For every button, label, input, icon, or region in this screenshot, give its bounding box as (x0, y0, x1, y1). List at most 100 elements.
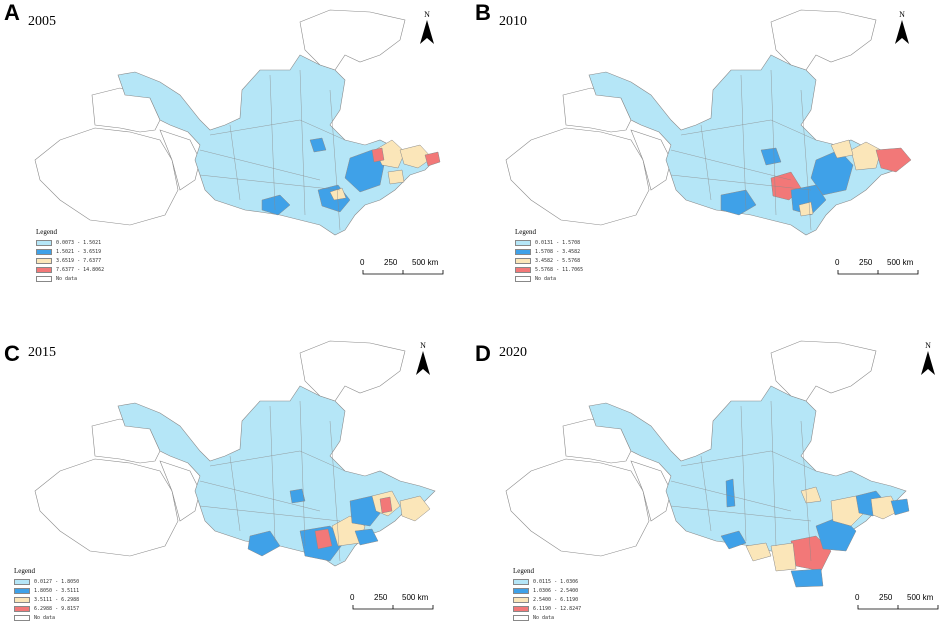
panel-label: C (4, 341, 20, 366)
no-data-region (630, 129, 672, 191)
legend-swatch (36, 248, 52, 255)
legend-item: No data (513, 613, 581, 622)
north-arrow: N (416, 10, 438, 48)
legend-range: No data (56, 275, 78, 282)
legend: Legend 0.0073 - 1.5021 1.5021 - 3.6519 3… (36, 228, 104, 283)
city-region (329, 187, 347, 201)
scale-tick-label: 250 (374, 593, 388, 602)
legend-swatch (513, 587, 529, 594)
legend-item: 0.0127 - 1.8050 (14, 577, 79, 586)
admin-boundaries (670, 69, 817, 231)
legend-item: 3.4582 - 5.5768 (515, 256, 583, 265)
region-map (505, 9, 912, 236)
legend-range: 1.5708 - 3.4582 (535, 248, 581, 255)
legend-item: No data (14, 613, 79, 622)
scale-bar-line (352, 605, 434, 610)
legend-item: 0.0131 - 1.5708 (515, 238, 583, 247)
legend-item: 5.5768 - 11.7065 (515, 265, 583, 274)
no-data-region (630, 460, 672, 522)
panel-year: 2005 (28, 14, 56, 29)
scale-bar-line (362, 270, 444, 275)
legend-range: 6.1190 - 12.8247 (533, 605, 582, 612)
north-arrow-icon (921, 351, 935, 375)
north-arrow-icon (416, 351, 430, 375)
scale-bar: 0 250 500 km (350, 593, 460, 617)
admin-boundaries (199, 400, 346, 562)
city-region (875, 147, 912, 173)
city-region (890, 498, 910, 516)
panel-label: A (4, 0, 20, 25)
legend-range: No data (535, 275, 557, 282)
city-region (314, 528, 333, 550)
panel-label: B (475, 0, 491, 25)
legend-range: 2.5400 - 6.1190 (533, 596, 579, 603)
region-map (34, 340, 436, 567)
legend-swatch (36, 266, 52, 273)
north-arrow: N (917, 341, 939, 379)
north-label: N (899, 10, 905, 19)
legend-item: 1.5708 - 3.4582 (515, 247, 583, 256)
no-data-region (505, 127, 650, 226)
city-region (745, 542, 772, 562)
legend-swatch (513, 596, 529, 603)
map-panel-d: D 2020 N Legend 0.0115 - 1.0306 1.0306 -… (471, 315, 941, 630)
legend-item: 0.0073 - 1.5021 (36, 238, 104, 247)
scale-tick-label: 250 (879, 593, 893, 602)
panel-year: 2010 (499, 14, 527, 29)
city-region (374, 139, 406, 169)
north-arrow: N (412, 341, 434, 379)
legend-swatch (513, 578, 529, 585)
scale-bar-line (857, 605, 939, 610)
scale-tick-label: 500 km (907, 593, 934, 602)
city-region (399, 495, 431, 522)
legend-swatch (513, 614, 529, 621)
legend-swatch (14, 596, 30, 603)
north-arrow-icon (895, 20, 909, 44)
city-region (379, 496, 393, 514)
map-panel-a: A 2005 N Legend 0.0073 - 1.5021 1.5021 -… (0, 0, 470, 315)
legend-swatch (513, 605, 529, 612)
scale-tick-label: 500 km (887, 258, 914, 267)
legend-swatch (515, 275, 531, 282)
scale-bar: 0 250 500 km (855, 593, 941, 617)
legend-swatch (36, 275, 52, 282)
legend-swatch (14, 614, 30, 621)
scale-tick-label: 0 (350, 593, 355, 602)
north-label: N (925, 341, 931, 350)
legend-title: Legend (515, 228, 536, 236)
city-region (760, 147, 782, 166)
scale-tick-label: 0 (835, 258, 840, 267)
scale-tick-label: 250 (384, 258, 398, 267)
legend-item: 6.2988 - 9.8157 (14, 604, 79, 613)
legend-item: 6.1190 - 12.8247 (513, 604, 581, 613)
no-data-region (34, 127, 179, 226)
scale-tick-label: 500 km (412, 258, 439, 267)
basin-region (117, 54, 436, 236)
legend-swatch (515, 248, 531, 255)
city-region (790, 568, 824, 588)
legend-range: 5.5768 - 11.7065 (535, 266, 584, 273)
no-data-region (159, 460, 201, 522)
legend-item: 1.5021 - 3.6519 (36, 247, 104, 256)
legend: Legend 0.0115 - 1.0306 1.0306 - 2.5400 2… (513, 567, 581, 622)
city-region (371, 147, 385, 163)
legend-item: 3.6519 - 7.6377 (36, 256, 104, 265)
city-region (354, 528, 379, 546)
city-region (261, 194, 291, 216)
no-data-region (299, 9, 406, 71)
legend-range: 0.0131 - 1.5708 (535, 239, 581, 246)
legend-swatch (515, 266, 531, 273)
legend-swatch (36, 239, 52, 246)
map-panel-b: B 2010 N Legend 0.0131 - 1.5708 1.5708 -… (471, 0, 941, 315)
city-region (770, 542, 797, 572)
legend-swatch (14, 605, 30, 612)
city-region (424, 151, 441, 167)
legend-range: 0.0073 - 1.5021 (56, 239, 102, 246)
city-region (309, 137, 327, 153)
legend-swatch (515, 257, 531, 264)
no-data-region (770, 340, 877, 402)
legend-swatch (14, 587, 30, 594)
legend-range: 3.4582 - 5.5768 (535, 257, 581, 264)
scale-bar: 0 250 500 km (835, 258, 941, 282)
legend-swatch (515, 239, 531, 246)
